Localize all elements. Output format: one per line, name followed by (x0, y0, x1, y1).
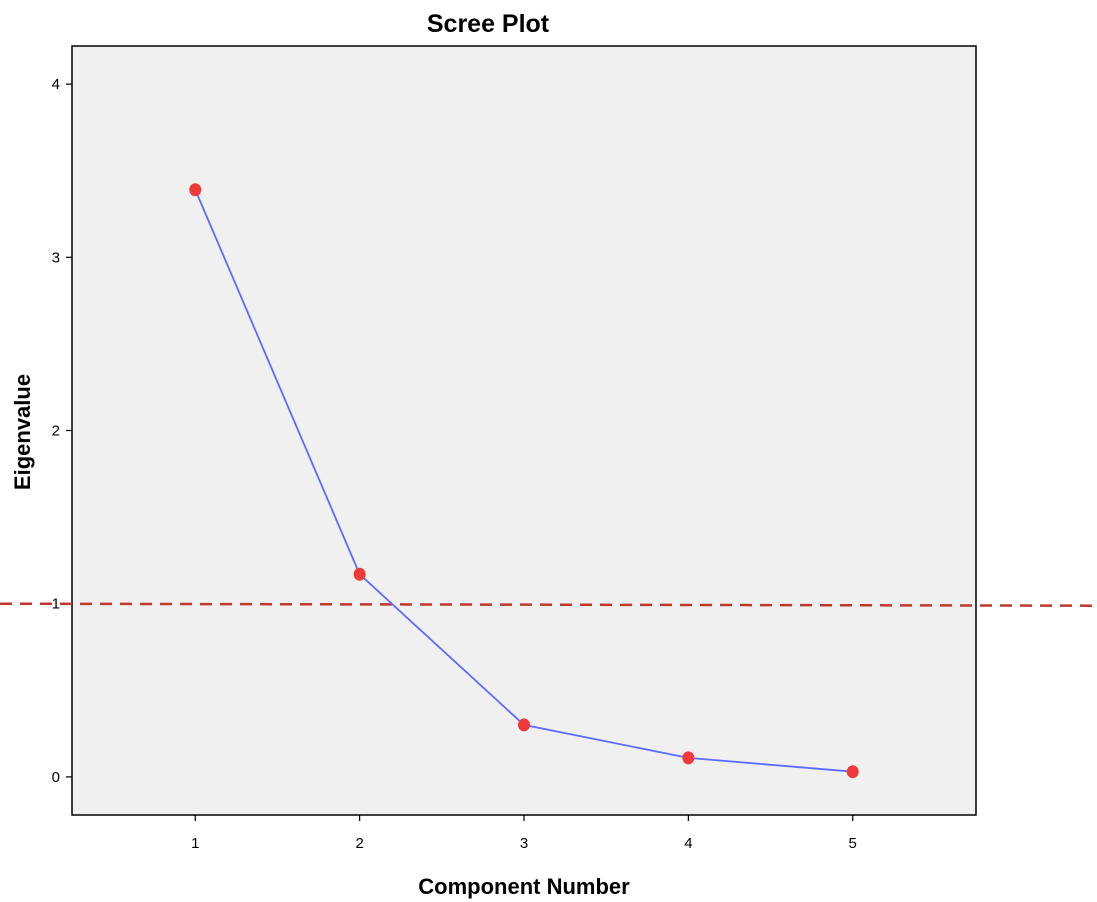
data-point (353, 567, 366, 581)
x-tick-label: 5 (849, 835, 857, 852)
y-tick-label: 1 (52, 596, 60, 613)
y-tick-label: 3 (52, 249, 60, 266)
plot-area (71, 45, 977, 816)
x-tick-label: 1 (191, 835, 199, 852)
chart-title: Scree Plot (427, 10, 550, 38)
y-axis-title: Eigenvalue (10, 374, 35, 490)
x-tick-label: 2 (355, 835, 363, 852)
x-axis: 1 2 3 4 5 (191, 815, 857, 852)
data-point (189, 183, 202, 197)
x-tick-label: 3 (520, 835, 528, 852)
reference-line (0, 602, 1097, 607)
y-tick-label: 2 (52, 423, 60, 440)
x-axis-title: Component Number (418, 874, 630, 899)
y-axis: 0 1 2 3 4 (52, 76, 72, 786)
data-point (846, 765, 859, 779)
y-tick-label: 0 (52, 769, 60, 786)
x-tick-label: 4 (684, 835, 692, 852)
y-tick-label: 4 (52, 76, 60, 93)
data-point (682, 751, 695, 765)
data-point (518, 718, 530, 732)
data-points (189, 183, 859, 779)
